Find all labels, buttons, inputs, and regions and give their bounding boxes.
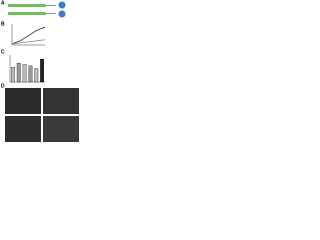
virus-icon: [58, 10, 66, 18]
line: [11, 26, 46, 45]
panel-label: D: [1, 83, 5, 89]
schematic-bar: [8, 12, 46, 15]
micrograph: [5, 88, 41, 114]
bar: [22, 64, 27, 83]
figure: A B C D: [1, 0, 79, 142]
bar: [11, 67, 15, 83]
bar: [34, 68, 39, 83]
bar: [40, 58, 44, 83]
line: [11, 39, 46, 45]
bar: [16, 62, 21, 83]
micrograph: [5, 116, 41, 142]
schematic-bar: [8, 4, 46, 7]
panel-label: A: [1, 0, 5, 6]
panel-label: B: [1, 21, 5, 27]
micrograph: [43, 116, 79, 142]
virus-icon: [58, 1, 66, 9]
bar: [28, 65, 33, 83]
panel-label: C: [1, 49, 5, 55]
micrograph: [43, 88, 79, 114]
